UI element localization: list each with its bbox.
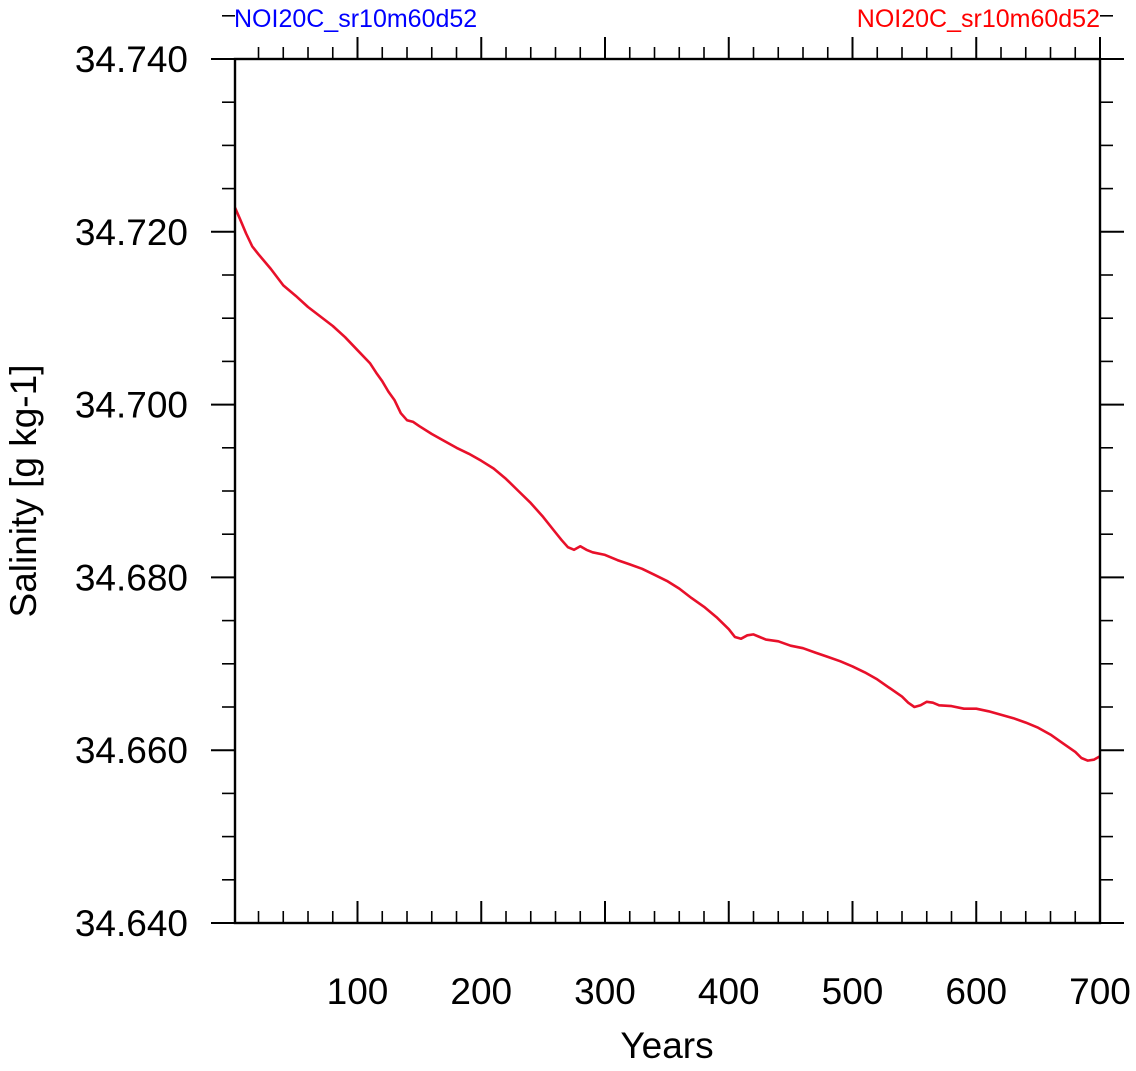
chart-title-right: NOI20C_sr10m60d52 xyxy=(857,5,1100,33)
x-tick-label: 600 xyxy=(945,971,1007,1012)
x-tick-label: 200 xyxy=(450,971,512,1012)
y-tick-label: 34.640 xyxy=(75,903,188,944)
series-line xyxy=(233,207,1101,762)
y-tick-label: 34.680 xyxy=(75,557,188,598)
y-tick-label: 34.700 xyxy=(75,385,188,426)
x-tick-label: 300 xyxy=(574,971,636,1012)
y-tick-label: 34.660 xyxy=(75,730,188,771)
plot-frame xyxy=(233,57,1102,925)
y-axis-label: Salinity [g kg-1] xyxy=(3,365,44,618)
chart-title-left: NOI20C_sr10m60d52 xyxy=(234,5,477,33)
x-axis-label: Years xyxy=(620,1025,713,1066)
x-tick-label: 100 xyxy=(327,971,389,1012)
x-tick-label: 700 xyxy=(1069,971,1131,1012)
x-tick-label: 400 xyxy=(698,971,760,1012)
x-tick-label: 500 xyxy=(822,971,884,1012)
y-tick-label: 34.720 xyxy=(75,212,188,253)
y-tick-label: 34.740 xyxy=(75,39,188,80)
axes: 100 200 300 400 500 600 700 34.640 34.660 34.680 3… xyxy=(75,15,1131,1012)
